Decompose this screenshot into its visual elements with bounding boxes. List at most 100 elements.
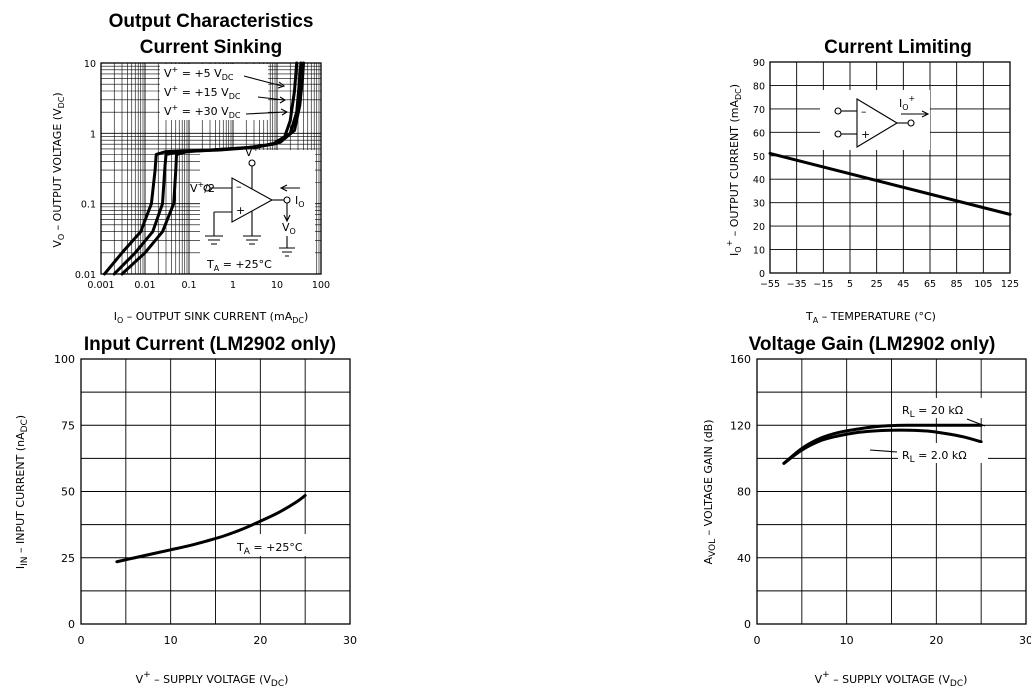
svg-text:–: – (236, 180, 242, 193)
sink-chart: Output Characteristics Current Sinking 0… (51, 11, 330, 325)
sink-annot-5v: V+ = +5 VDC (164, 65, 234, 82)
sink-y-tick-label: 1 (90, 129, 96, 140)
gain-series-line-1 (782, 423, 983, 465)
input-x-tick-label: 10 (164, 634, 178, 647)
gain-y-tick-label: 0 (744, 618, 751, 631)
gain-label-2k: RL = 2.0 kΩ (902, 449, 967, 465)
gain-chart: Voltage Gain (LM2902 only) 0 10 20 30 0 40 80 1… (702, 334, 1031, 688)
sink-x-tick-label: 0.001 (87, 280, 114, 291)
svg-text:–: – (861, 105, 867, 118)
gain-tick-labels: 0 10 20 30 0 40 80 120 160 (730, 353, 1031, 647)
limit-x-tick-label: −15 (813, 279, 833, 290)
limit-schematic: – + IO+ (820, 90, 930, 150)
input-tick-labels: 0 10 20 30 0 25 50 75 100 (54, 353, 357, 647)
gain-series-group (782, 423, 983, 465)
limit-plot-frame (769, 61, 1011, 274)
limit-chart: Current Limiting – + IO+ −55 −35 −15 5 25 45 6… (725, 37, 1019, 325)
sink-x-tick-label: 0.1 (181, 280, 196, 291)
limit-y-tick-label: 10 (753, 246, 765, 257)
limit-y-tick-label: 40 (753, 175, 765, 186)
input-plot-frame (80, 358, 351, 625)
sink-x-tick-label: 100 (312, 280, 330, 291)
input-grid (81, 359, 350, 624)
sink-schematic: – + V+ V+/2 IO VO TA = +25°C (190, 144, 305, 273)
svg-text:+: + (861, 128, 870, 141)
sink-subtitle: Current Sinking (140, 37, 283, 58)
input-x-tick-label: 0 (78, 634, 85, 647)
limit-y-tick-label: 70 (753, 105, 765, 116)
input-y-tick-label: 25 (61, 552, 75, 565)
limit-series-line-1 (768, 151, 1012, 216)
limit-y-tick-label: 20 (753, 222, 765, 233)
gain-plot-frame (756, 358, 1027, 625)
gain-series-line-2 (782, 428, 983, 465)
gain-x-tick-label: 0 (754, 634, 761, 647)
gain-y-tick-label: 120 (730, 419, 751, 432)
limit-x-tick-label: 105 (974, 279, 992, 290)
limit-y-axis-label: IO+ – OUTPUT CURRENT (mADC) (725, 84, 743, 256)
limit-y-tick-label: 50 (753, 152, 765, 163)
input-series-group (115, 493, 307, 564)
limit-y-tick-label: 60 (753, 128, 765, 139)
gain-label-20k: RL = 20 kΩ (902, 404, 963, 420)
limit-series-group (768, 151, 1012, 216)
limit-x-axis-label: TA – TEMPERATURE (°C) (805, 310, 936, 325)
sink-y-tick-label: 10 (84, 59, 96, 70)
gain-y-tick-label: 160 (730, 353, 751, 366)
input-x-tick-label: 20 (253, 634, 267, 647)
gain-title: Voltage Gain (LM2902 only) (749, 334, 996, 355)
input-x-axis-label: V+ – SUPPLY VOLTAGE (VDC) (136, 670, 289, 688)
sink-y-tick-label: 0.01 (75, 270, 96, 281)
input-y-tick-label: 50 (61, 486, 75, 499)
gain-x-tick-label: 10 (840, 634, 854, 647)
sink-x-tick-label: 0.01 (134, 280, 155, 291)
limit-x-tick-label: 125 (1001, 279, 1019, 290)
limit-tick-labels: −55 −35 −15 5 25 45 65 85 105 125 0 10 20 30 40 50 60 70 8… (753, 58, 1019, 290)
sink-series-group (103, 61, 305, 276)
limit-x-tick-label: 45 (897, 279, 909, 290)
limit-x-tick-label: −35 (787, 279, 807, 290)
gain-x-axis-label: V+ – SUPPLY VOLTAGE (VDC) (815, 670, 968, 688)
sink-x-axis-label: IO – OUTPUT SINK CURRENT (mADC) (114, 310, 309, 325)
svg-text:+: + (236, 204, 245, 217)
gain-y-tick-label: 40 (737, 552, 751, 565)
limit-x-tick-label: 25 (871, 279, 883, 290)
gain-y-tick-label: 80 (737, 486, 751, 499)
sink-io-label: IO (295, 194, 305, 209)
limit-title: Current Limiting (824, 37, 972, 58)
input-y-tick-label: 75 (61, 419, 75, 432)
input-chart: Input Current (LM2902 only) 0 10 20 30 0 25 50… (14, 334, 357, 688)
limit-y-tick-label: 0 (759, 269, 765, 280)
gain-y-axis-label: AVOL – VOLTAGE GAIN (dB) (702, 419, 718, 564)
input-series-line-1 (115, 493, 307, 564)
limit-x-tick-label: −55 (760, 279, 780, 290)
sink-y-tick-label: 0.1 (81, 200, 96, 211)
limit-y-tick-label: 80 (753, 81, 765, 92)
input-y-tick-label: 0 (68, 618, 75, 631)
gain-x-tick-label: 20 (929, 634, 943, 647)
limit-y-tick-label: 30 (753, 199, 765, 210)
gain-x-tick-label: 30 (1019, 634, 1031, 647)
limit-x-tick-label: 5 (847, 279, 853, 290)
input-y-tick-label: 100 (54, 353, 75, 366)
sink-annot-15v: V+ = +15 VDC (164, 84, 241, 101)
limit-x-tick-label: 85 (951, 279, 963, 290)
sink-y-axis-label: VO – OUTPUT VOLTAGE (VDC) (51, 92, 66, 247)
input-title: Input Current (LM2902 only) (84, 334, 336, 355)
sink-legend-annotations: V+ = +5 VDC V+ = +15 VDC V+ = +30 VDC (160, 64, 289, 120)
limit-opamp-symbol (856, 98, 899, 148)
sink-plot-frame (100, 62, 322, 275)
limit-y-tick-label: 90 (753, 58, 765, 69)
sink-bias-label: V+/2 (190, 180, 215, 195)
sink-annot-30v: V+ = +30 VDC (164, 103, 241, 120)
sink-title: Output Characteristics (109, 11, 314, 32)
sink-temp-label: TA = +25°C (206, 258, 272, 273)
input-x-tick-label: 30 (343, 634, 357, 647)
input-temp-label: TA = +25°C (236, 541, 303, 557)
limit-x-tick-label: 65 (924, 279, 936, 290)
sink-x-tick-label: 10 (271, 280, 283, 291)
input-y-axis-label: IIN – INPUT CURRENT (nADC) (14, 415, 30, 569)
sink-series-line-3 (120, 61, 305, 276)
